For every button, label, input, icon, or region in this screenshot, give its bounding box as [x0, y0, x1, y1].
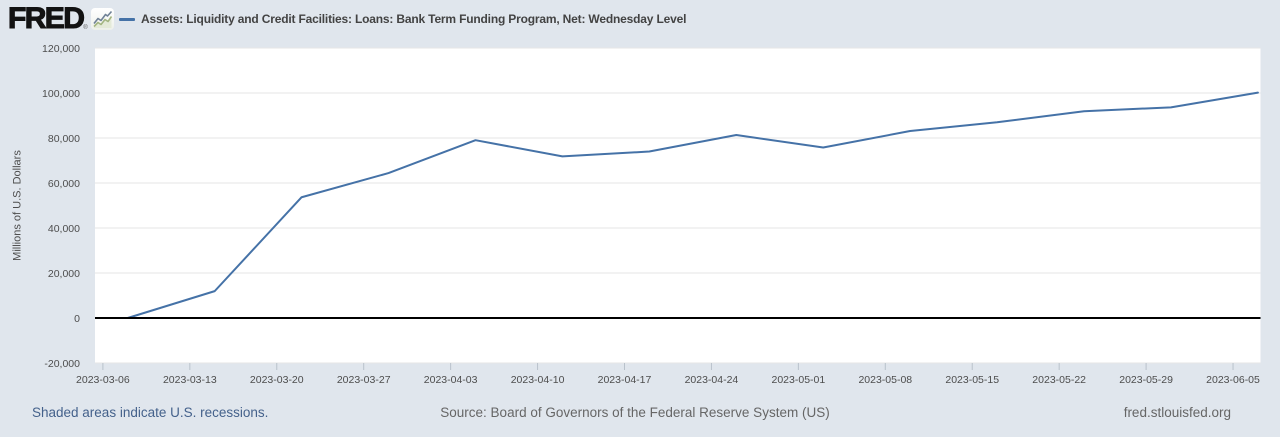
footer: Shaded areas indicate U.S. recessions. S… — [0, 398, 1280, 428]
y-axis-tick-label: 100,000 — [42, 88, 80, 100]
y-axis-tick-label: 80,000 — [48, 133, 80, 145]
x-axis-tick-label: 2023-03-13 — [163, 374, 217, 386]
header: FRED ® Assets: Liquidity and Credit Faci… — [0, 0, 1280, 40]
fred-site-link[interactable]: fred.stlouisfed.org — [1123, 405, 1231, 420]
x-axis-tick-label: 2023-04-03 — [424, 374, 478, 386]
chart-plot: -20,000 0 20,000 40,000 60,000 80,000 100,000 1… — [12, 43, 1261, 386]
registered-trademark: ® — [83, 25, 88, 31]
x-axis-tick-label: 2023-06-05 — [1206, 374, 1260, 386]
y-axis-tick-label: 120,000 — [42, 43, 80, 55]
y-axis-tick-label: 60,000 — [48, 178, 80, 190]
x-axis-tick-label: 2023-05-15 — [945, 374, 999, 386]
y-axis-tick-label: -20,000 — [44, 358, 80, 370]
x-axis-tick-label: 2023-03-27 — [337, 374, 391, 386]
recessions-note-link[interactable]: Shaded areas indicate U.S. recessions. — [32, 405, 269, 420]
line-chart-icon — [90, 8, 114, 30]
legend-line-swatch — [119, 17, 135, 21]
series-title: Assets: Liquidity and Credit Facilities:… — [141, 12, 687, 26]
y-axis-title: Millions of U.S. Dollars — [12, 150, 24, 261]
x-axis-tick-label: 2023-05-08 — [858, 374, 912, 386]
x-axis-tick-label: 2023-04-24 — [685, 374, 739, 386]
series-line — [126, 91, 1259, 319]
x-axis-tick-label: 2023-05-01 — [772, 374, 826, 386]
y-axis-tick-label: 40,000 — [48, 223, 80, 235]
x-axis-tick-label: 2023-04-10 — [511, 374, 565, 386]
x-axis-tick-label: 2023-03-20 — [250, 374, 304, 386]
x-axis-tick-label: 2023-05-29 — [1119, 374, 1173, 386]
y-axis-tick-label: 0 — [74, 313, 80, 325]
fred-logo[interactable]: FRED ® — [7, 2, 114, 35]
x-axis-tick-label: 2023-03-06 — [76, 374, 130, 386]
series-legend: Assets: Liquidity and Credit Facilities:… — [119, 6, 686, 32]
source-text: Source: Board of Governors of the Federa… — [440, 405, 830, 420]
x-axis-tick-label: 2023-04-17 — [598, 374, 652, 386]
plot-background — [95, 48, 1261, 363]
fred-logo-text: FRED — [7, 2, 85, 35]
x-axis-tick-label: 2023-05-22 — [1032, 374, 1086, 386]
y-axis-tick-label: 20,000 — [48, 268, 80, 280]
